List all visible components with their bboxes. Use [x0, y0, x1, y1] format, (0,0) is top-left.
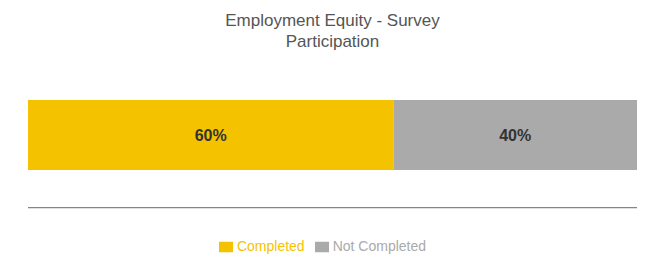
html-text:Not Completed: Not Completed	[332, 237, 426, 254]
svg-text:60%: 60%	[195, 127, 227, 144]
html-text:Completed: Completed	[237, 237, 305, 254]
html-text:Participation: Participation	[285, 32, 380, 51]
html-text:Employment Equity - Survey: Employment Equity - Survey	[225, 11, 440, 30]
svg-text:40%: 40%	[499, 127, 531, 144]
